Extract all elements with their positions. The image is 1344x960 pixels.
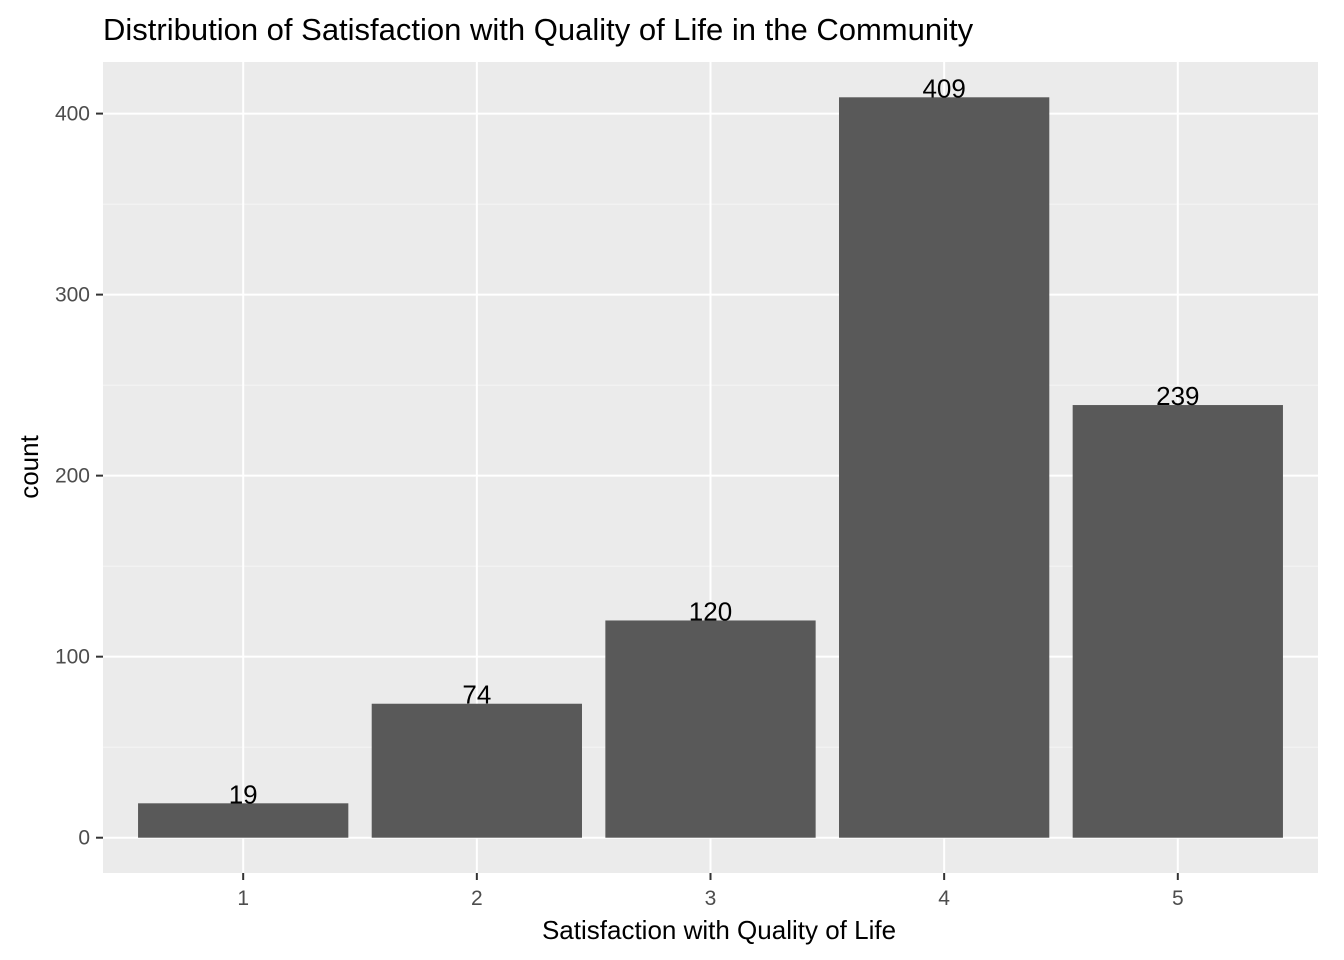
x-tick-label: 2	[471, 887, 483, 910]
data-label: 19	[229, 779, 258, 809]
chart-title: Distribution of Satisfaction with Qualit…	[103, 12, 974, 47]
bar	[839, 97, 1050, 838]
y-axis-title: count	[14, 434, 44, 498]
bar	[605, 620, 816, 838]
y-tick-label: 200	[55, 465, 90, 488]
x-tick-label: 3	[705, 887, 717, 910]
data-labels: 19 74 120 409 239	[229, 73, 1200, 809]
y-axis: 0 100 200 300 400	[55, 103, 103, 850]
data-label: 120	[689, 596, 732, 626]
data-label: 409	[922, 73, 965, 103]
data-label: 239	[1156, 381, 1199, 411]
x-tick-label: 4	[938, 887, 950, 910]
x-tick-label: 5	[1172, 887, 1184, 910]
x-axis-title: Satisfaction with Quality of Life	[542, 915, 896, 945]
y-tick-label: 0	[78, 827, 90, 850]
bars	[138, 97, 1283, 838]
y-tick-label: 100	[55, 646, 90, 669]
y-tick-label: 400	[55, 103, 90, 126]
bar	[138, 803, 349, 838]
x-axis: 1 2 3 4 5	[237, 873, 1184, 910]
bar	[1072, 405, 1283, 838]
bar	[371, 703, 582, 838]
y-tick-label: 300	[55, 284, 90, 307]
data-label: 74	[462, 680, 491, 710]
x-tick-label: 1	[237, 887, 249, 910]
